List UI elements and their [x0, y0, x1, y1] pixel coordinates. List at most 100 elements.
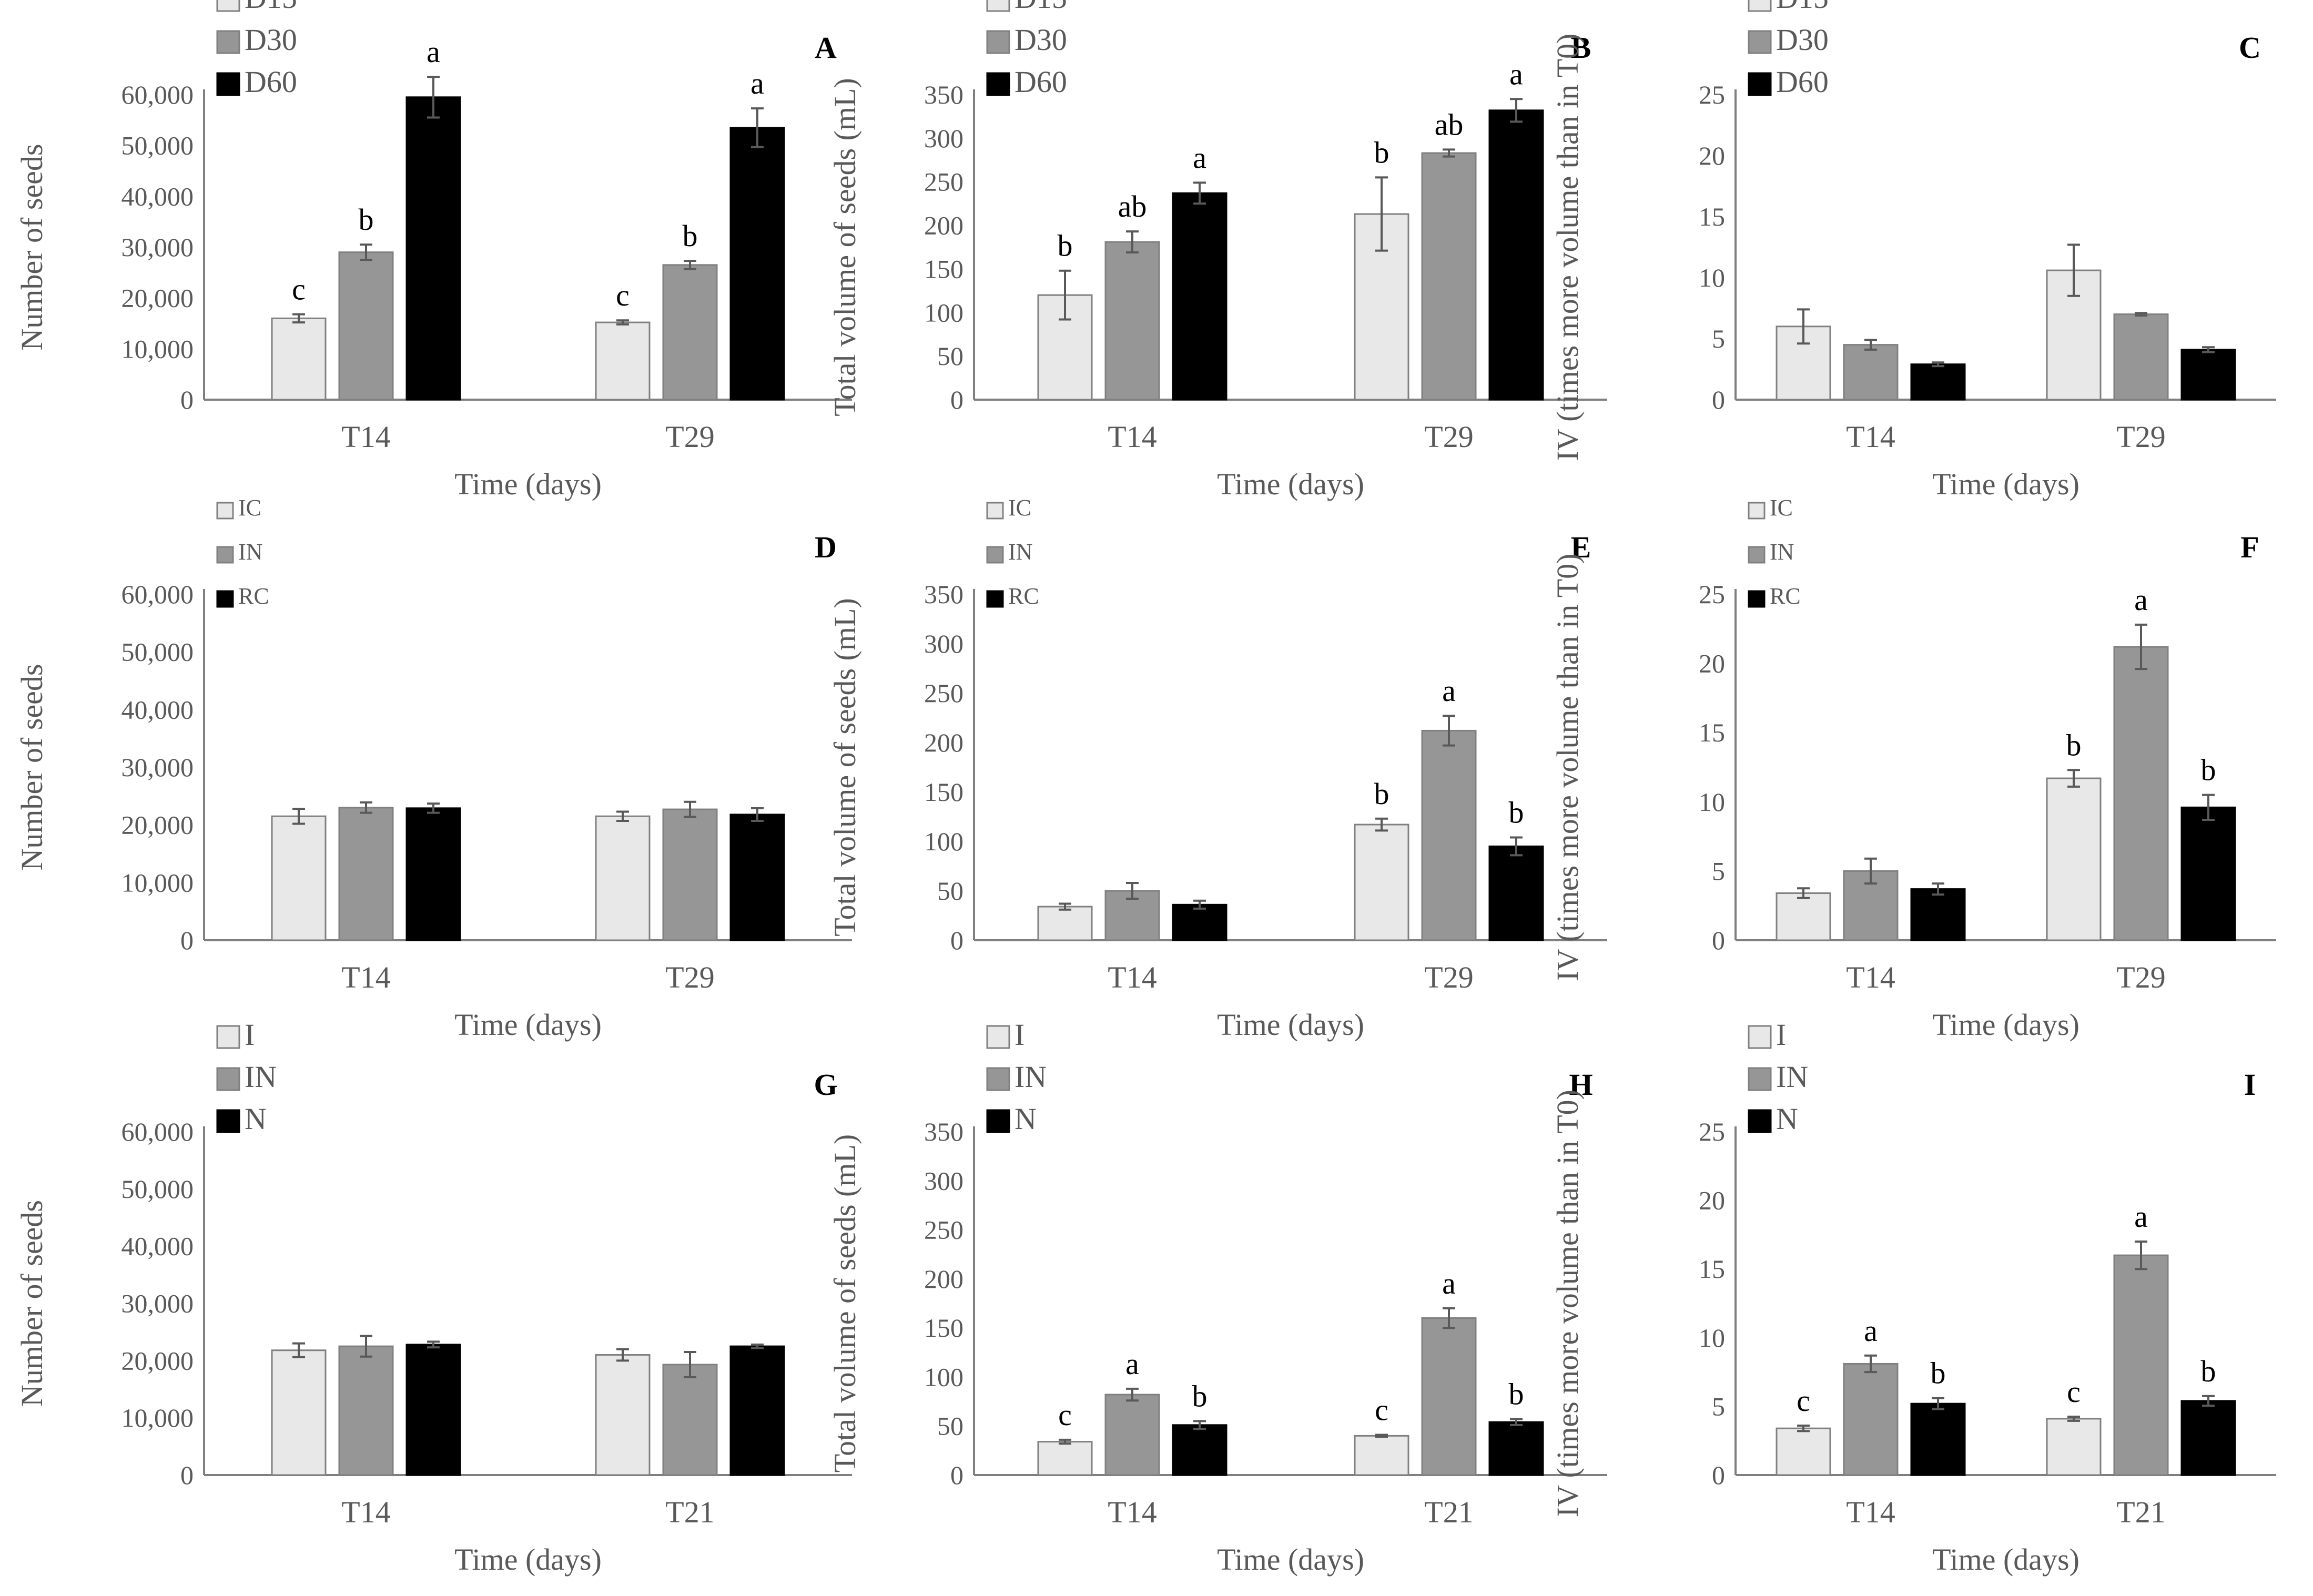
significance-label: a: [2134, 583, 2148, 617]
y-tick-label: 50,000: [121, 1174, 194, 1204]
y-tick-label: 200: [924, 211, 963, 240]
significance-label: a: [750, 66, 764, 100]
legend-swatch: [1748, 502, 1766, 520]
y-tick-label: 5: [1712, 1391, 1725, 1421]
bar: [1910, 1402, 1966, 1476]
y-tick-label: 20: [1699, 141, 1725, 170]
legend-label: D15: [1776, 0, 1829, 15]
y-tick-label: 250: [924, 167, 963, 197]
bar: [1354, 1435, 1409, 1476]
significance-label: c: [616, 278, 630, 312]
bar: [2113, 1254, 2169, 1476]
significance-label: b: [1931, 1356, 1946, 1390]
significance-label: c: [292, 272, 306, 307]
y-tick-label: 5: [1712, 324, 1725, 353]
significance-label: a: [2134, 1199, 2148, 1234]
y-tick-label: 0: [180, 385, 194, 414]
bar: [338, 807, 394, 941]
panel-e: 0 50 100 150 200 250 300 350 Total volume of see…: [828, 495, 1607, 1042]
legend-swatch: [216, 590, 234, 608]
y-tick-label: 15: [1699, 202, 1725, 231]
legend-swatch: [216, 1067, 240, 1091]
significance-label: a: [1509, 57, 1523, 91]
x-tick-label: T21: [2116, 1495, 2165, 1529]
bar: [1488, 845, 1544, 941]
significance-label: b: [1374, 135, 1389, 169]
x-tick-label: T14: [1846, 1495, 1895, 1529]
bar: [1104, 1394, 1160, 1476]
x-axis-label: Time (days): [1932, 467, 2079, 501]
bar: [338, 1345, 394, 1476]
significance-label: a: [427, 35, 440, 69]
y-tick-label: 300: [924, 629, 963, 658]
legend-swatch: [216, 0, 240, 12]
panel-letter: I: [2244, 1068, 2256, 1102]
y-tick-label: 20,000: [121, 810, 194, 840]
x-axis-label: Time (days): [1217, 1008, 1364, 1042]
legend-label: IC: [238, 495, 261, 521]
bar: [271, 815, 327, 941]
significance-label: a: [1442, 1266, 1456, 1300]
significance-label: b: [2066, 728, 2082, 762]
legend-swatch: [986, 1067, 1010, 1091]
y-tick-label: 350: [924, 580, 963, 609]
bar: [2046, 1418, 2102, 1476]
legend-swatch: [216, 502, 234, 520]
y-tick-label: 60,000: [121, 1117, 194, 1146]
bar: [1421, 152, 1477, 401]
y-tick-label: 100: [924, 1362, 963, 1391]
y-axis-label: Number of seeds: [15, 664, 49, 870]
legend-swatch: [986, 0, 1010, 12]
panel-letter: A: [815, 31, 837, 65]
y-tick-label: 10,000: [121, 1403, 194, 1432]
panel-letter: F: [2240, 530, 2259, 564]
y-tick-label: 40,000: [121, 1232, 194, 1261]
y-tick-label: 20,000: [121, 1346, 194, 1375]
y-tick-label: 40,000: [121, 181, 194, 211]
bar: [405, 96, 461, 401]
bar: [1910, 363, 1966, 401]
significance-label: b: [683, 219, 698, 253]
x-axis-label: Time (days): [454, 467, 602, 501]
legend-label: I: [245, 1018, 255, 1052]
y-tick-label: 20: [1699, 1186, 1725, 1215]
legend-swatch: [1748, 1025, 1772, 1049]
legend-swatch: [986, 590, 1004, 608]
legend-swatch: [1748, 30, 1772, 54]
y-tick-label: 0: [1712, 926, 1725, 955]
legend-label: D60: [245, 65, 297, 99]
x-tick-label: T14: [341, 420, 390, 454]
x-tick-label: T14: [1108, 960, 1156, 994]
bar: [595, 815, 651, 941]
x-tick-label: T29: [665, 960, 714, 994]
legend-swatch: [986, 30, 1010, 54]
legend-swatch: [986, 546, 1004, 564]
y-tick-label: 30,000: [121, 1289, 194, 1318]
bar: [1421, 729, 1477, 941]
legend-label: IN: [1008, 539, 1032, 565]
panel-letter: B: [1571, 31, 1591, 65]
panel-b: 0 50 100 150 200 250 300 350 Total volume of see…: [828, 0, 1607, 501]
y-tick-label: 25: [1699, 1117, 1725, 1146]
bar: [1037, 906, 1093, 941]
y-tick-label: 25: [1699, 580, 1725, 609]
panel-letter: H: [1569, 1068, 1592, 1102]
legend-swatch: [986, 72, 1010, 96]
legend-swatch: [1748, 546, 1766, 564]
y-tick-label: 10,000: [121, 868, 194, 897]
bar: [1843, 344, 1899, 401]
y-tick-label: 25: [1699, 80, 1725, 109]
bar: [1421, 1317, 1477, 1476]
y-axis-label: Total volume of seeds (mL): [828, 1134, 862, 1472]
legend-label: RC: [1770, 583, 1801, 609]
y-tick-label: 15: [1699, 718, 1725, 747]
panel-f: 0 5 10 15 20 25 IV (times more volume than in …: [1550, 495, 2276, 1042]
panel-d: 0 10,000 20,000 30,000 40,000 50,000 60,000 Num…: [15, 495, 852, 1042]
legend-swatch: [216, 546, 234, 564]
legend-label: IN: [238, 539, 262, 565]
significance-label: b: [1058, 229, 1073, 263]
bar: [1172, 903, 1227, 941]
legend-label: IC: [1770, 495, 1793, 521]
x-tick-label: T21: [1424, 1495, 1473, 1529]
significance-label: b: [359, 202, 374, 237]
